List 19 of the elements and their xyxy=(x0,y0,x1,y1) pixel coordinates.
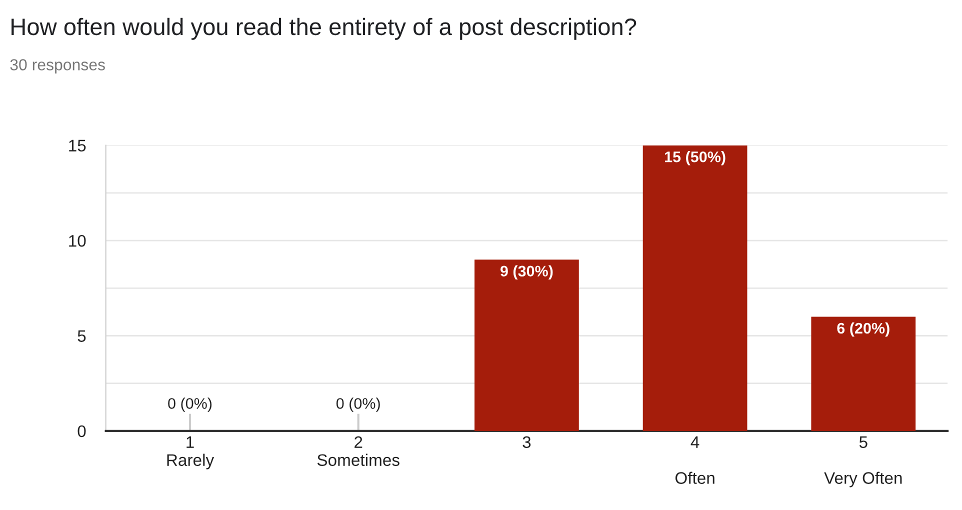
bar xyxy=(811,316,916,431)
category-label: 5 Very Often xyxy=(824,436,902,488)
chart-title: How often would you read the entirety of a post description? xyxy=(12,18,636,40)
y-tick-label: 5 xyxy=(78,330,86,342)
data-label: 6 (20%) xyxy=(837,322,890,337)
chart-subtitle: 30 responses xyxy=(10,59,105,74)
x-tick-label: 2 Sometimes xyxy=(317,436,400,466)
x-tick-label: 3 xyxy=(522,436,531,448)
data-label: 0 (0%) xyxy=(336,398,380,412)
y-tick-label: 0 xyxy=(78,425,86,438)
bar xyxy=(642,145,748,431)
data-label: 0 (0%) xyxy=(168,398,212,412)
category-label: 4 Often xyxy=(675,436,714,484)
y-tick-label: 15 xyxy=(69,140,86,152)
x-tick-label: 1 Rarely xyxy=(167,436,214,470)
bar xyxy=(474,260,579,431)
data-label: 15 (50%) xyxy=(665,151,726,166)
data-label: 9 (30%) xyxy=(500,265,553,280)
y-tick-label: 10 xyxy=(69,234,86,247)
